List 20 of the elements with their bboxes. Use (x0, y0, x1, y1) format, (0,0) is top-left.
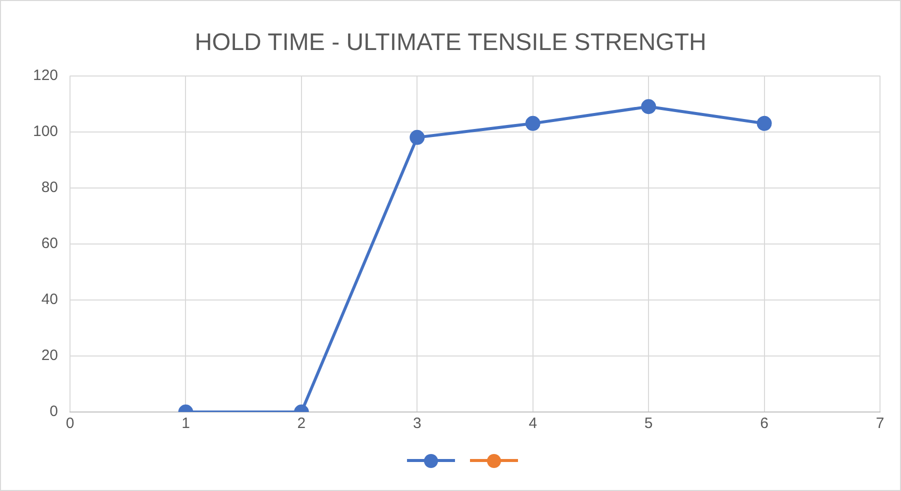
y-tick-label: 120 (32, 66, 58, 84)
y-tick-label: 0 (50, 403, 58, 420)
point (756, 116, 772, 131)
x-tick-label: 5 (644, 415, 653, 432)
y-tick-label: 60 (41, 235, 58, 252)
x-tick-label: 1 (182, 415, 190, 432)
point (410, 130, 425, 145)
x-tick-label: 7 (876, 415, 884, 432)
x-tick-label: 2 (297, 415, 306, 432)
x-tick-label: 4 (528, 415, 538, 432)
point (641, 99, 656, 114)
y-tick-label: 40 (41, 291, 58, 308)
chart-title: HOLD TIME - ULTIMATE TENSILE STRENGTH (194, 29, 706, 56)
point (525, 116, 540, 131)
y-tick-label: 20 (41, 347, 58, 364)
x-tick-label: 3 (412, 415, 422, 432)
y-tick-label: 80 (41, 179, 58, 196)
x-tick-label: 0 (66, 415, 74, 432)
x-tick-label: 6 (760, 415, 768, 432)
y-tick-label: 100 (32, 122, 58, 140)
